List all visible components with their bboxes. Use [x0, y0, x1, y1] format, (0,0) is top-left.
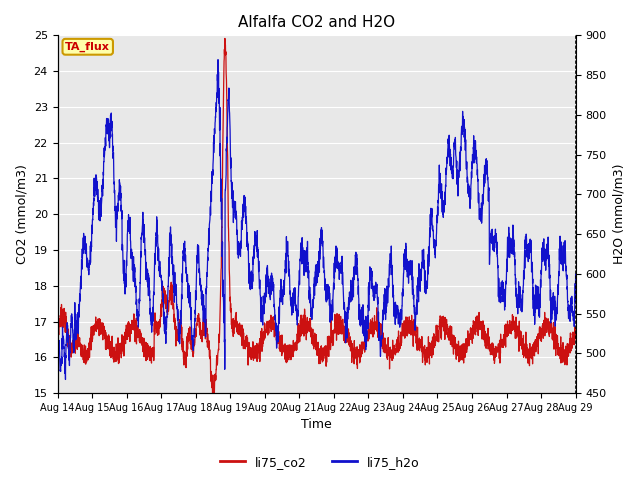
X-axis label: Time: Time — [301, 419, 332, 432]
Y-axis label: H2O (mmol/m3): H2O (mmol/m3) — [612, 164, 625, 264]
Legend: li75_co2, li75_h2o: li75_co2, li75_h2o — [215, 451, 425, 474]
Title: Alfalfa CO2 and H2O: Alfalfa CO2 and H2O — [238, 15, 395, 30]
Text: TA_flux: TA_flux — [65, 42, 110, 52]
Y-axis label: CO2 (mmol/m3): CO2 (mmol/m3) — [15, 164, 28, 264]
